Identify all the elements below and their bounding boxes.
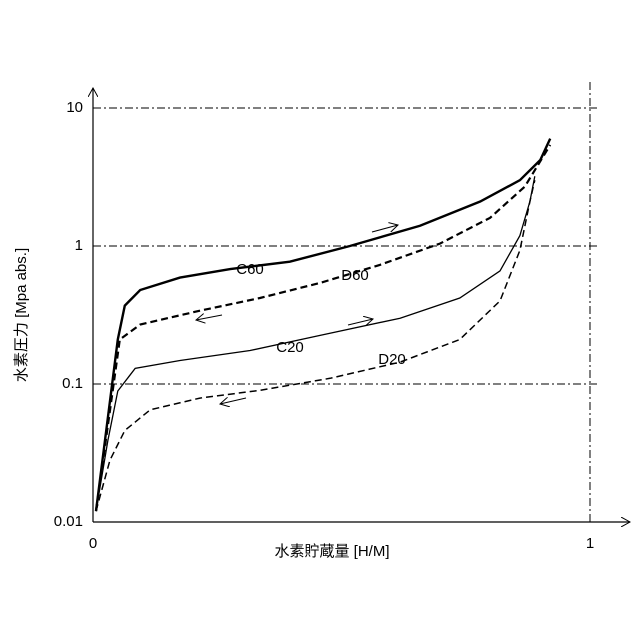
x-axis-label: 水素貯蔵量 [H/M] (275, 543, 390, 560)
series-label: C20 (276, 339, 304, 356)
x-tick-label: 1 (586, 535, 594, 552)
arrow (220, 398, 246, 404)
y-tick-label: 0.01 (54, 513, 83, 530)
y-tick-label: 0.1 (62, 375, 83, 392)
data-line (96, 139, 550, 512)
chart: 水素貯蔵量 [H/M] 水素圧力 [Mpa abs.] 0.01 0.1 1 10 0 1… (0, 0, 640, 640)
series-label: C60 (236, 261, 264, 278)
arrow (196, 315, 222, 320)
y-tick-label: 10 (66, 99, 83, 116)
x-tick-label: 0 (89, 535, 97, 552)
arrow (372, 225, 398, 232)
series-label: D60 (341, 267, 369, 284)
arrow (348, 319, 373, 325)
series-label: D20 (378, 351, 406, 368)
data-line (96, 176, 535, 511)
y-axis-label: 水素圧力 [Mpa abs.] (13, 248, 30, 382)
y-tick-label: 1 (75, 237, 83, 254)
direction-arrows (196, 225, 398, 404)
